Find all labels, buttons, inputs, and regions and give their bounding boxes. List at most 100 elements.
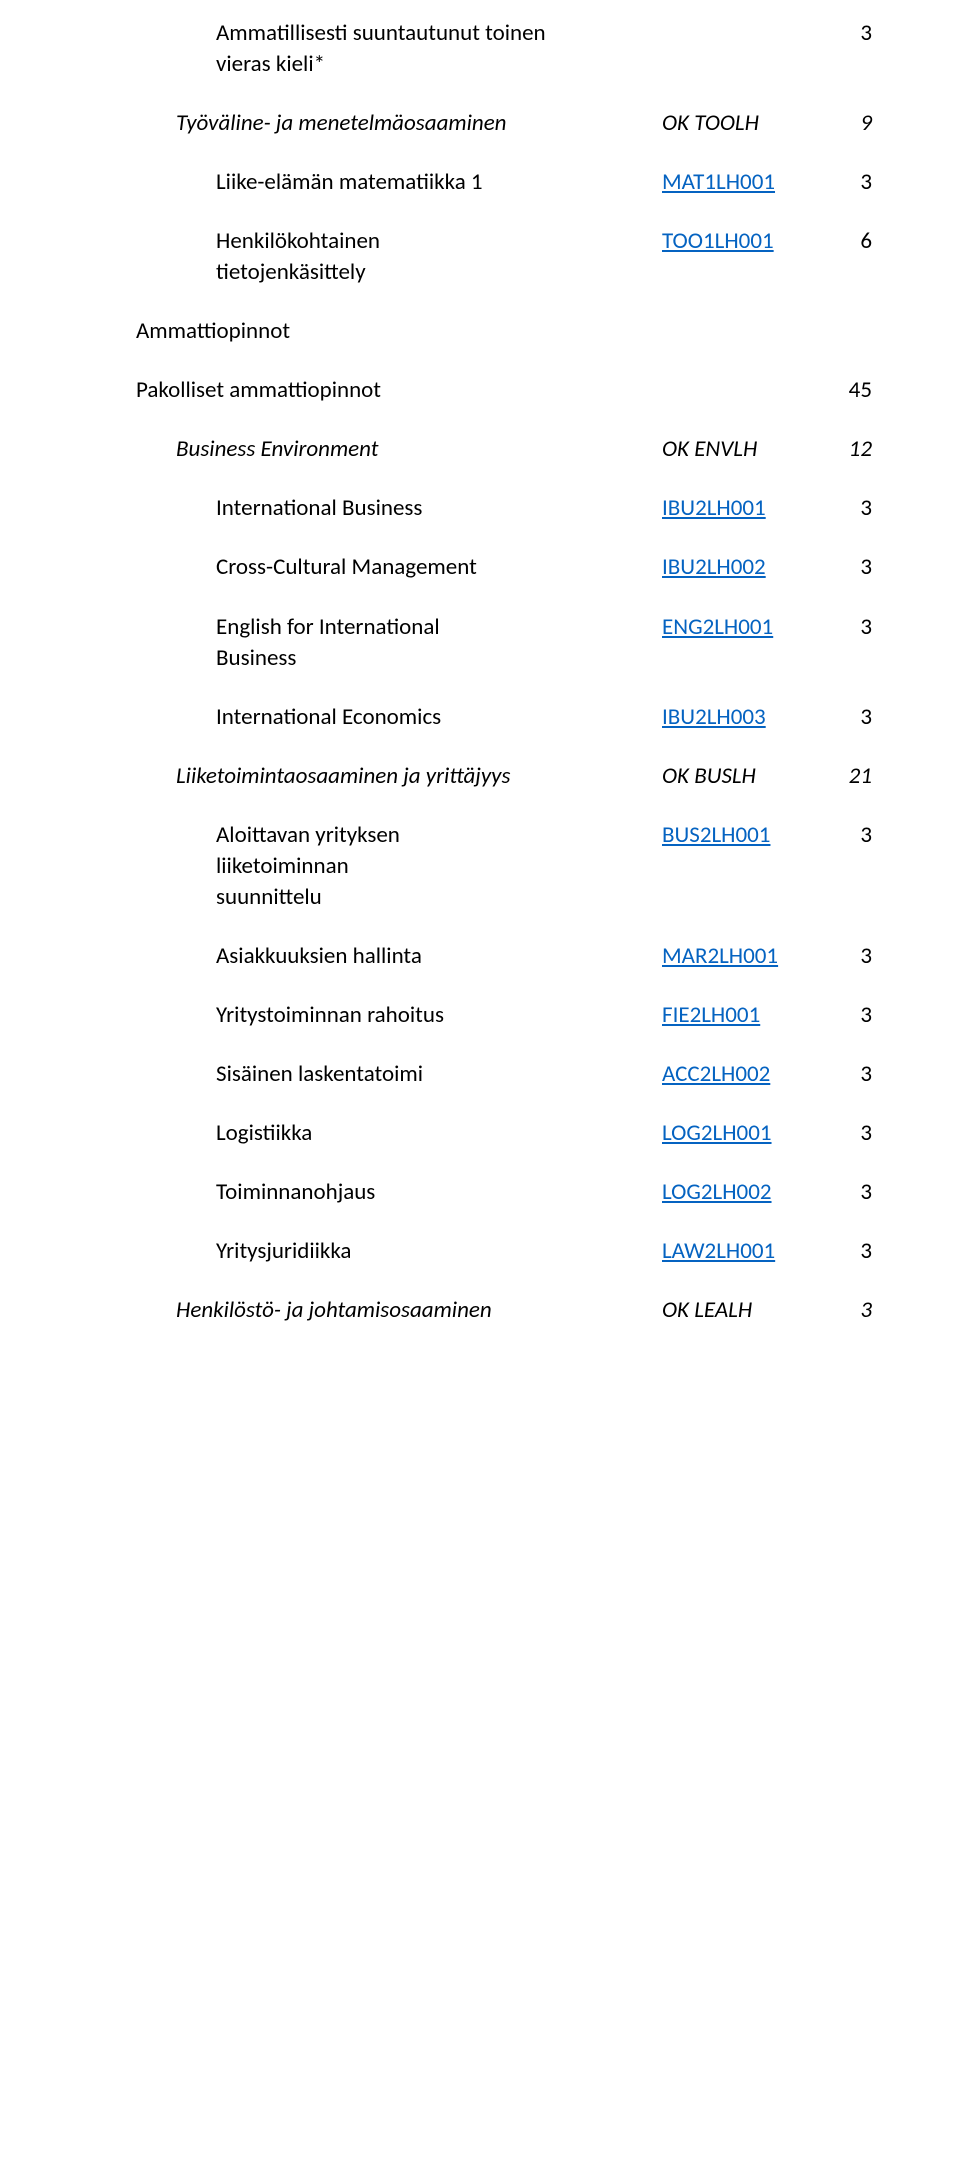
course-name-cell: Asiakkuuksien hallinta <box>136 941 662 972</box>
course-name-cell: Yritystoiminnan rahoitus <box>136 1000 662 1031</box>
course-credits: 12 <box>849 435 872 463</box>
course-credits-cell: 9 <box>812 108 872 139</box>
course-credits: 3 <box>860 1001 872 1029</box>
course-credits-cell: 3 <box>812 552 872 583</box>
course-code-link[interactable]: FIE2LH001 <box>662 1001 760 1029</box>
course-row: Henkilökohtainen tietojenkäsittelyTOO1LH… <box>136 226 872 288</box>
course-code-cell: IBU2LH001 <box>662 493 812 524</box>
row-gap <box>136 198 872 226</box>
course-code-link[interactable]: LAW2LH001 <box>662 1237 775 1265</box>
course-name: Cross-Cultural Management <box>216 553 477 581</box>
course-row: Liike-elämän matematiikka 1MAT1LH0013 <box>136 167 872 198</box>
course-name: Toiminnanohjaus <box>216 1178 375 1206</box>
course-credits: 6 <box>860 227 872 255</box>
course-row: English for International Business ENG2LH… <box>136 612 872 674</box>
row-gap <box>136 674 872 702</box>
row-gap <box>136 406 872 434</box>
course-name: Business Environment <box>176 435 378 463</box>
course-credits: 3 <box>860 1296 872 1324</box>
course-code-cell: LOG2LH002 <box>662 1177 812 1208</box>
course-credits-cell: 3 <box>812 1000 872 1031</box>
course-name: Sisäinen laskentatoimi <box>216 1060 423 1088</box>
course-code-link[interactable]: IBU2LH001 <box>662 494 766 522</box>
course-name: Yritystoiminnan rahoitus <box>216 1001 444 1029</box>
course-name: Asiakkuuksien hallinta <box>216 942 422 970</box>
course-name: Aloittavan yrityksen liiketoiminnan suun… <box>216 821 400 911</box>
course-credits-cell: 3 <box>812 612 872 643</box>
course-credits: 3 <box>860 821 872 849</box>
course-code-cell: LAW2LH001 <box>662 1236 812 1267</box>
row-gap <box>136 139 872 167</box>
course-name: Logistiikka <box>216 1119 312 1147</box>
course-row: Business EnvironmentOK ENVLH12 <box>136 434 872 465</box>
course-credits: 45 <box>849 376 872 404</box>
course-code-link[interactable]: IBU2LH003 <box>662 703 766 731</box>
course-name: International Business <box>216 494 422 522</box>
course-code-cell: ACC2LH002 <box>662 1059 812 1090</box>
course-name-cell: English for International Business <box>136 612 662 674</box>
course-row: Yritystoiminnan rahoitus FIE2LH001 3 <box>136 1000 872 1031</box>
course-credits: 3 <box>860 19 872 47</box>
course-credits: 3 <box>860 703 872 731</box>
course-code-link[interactable]: BUS2LH001 <box>662 821 770 849</box>
course-code-cell: OK LEALH <box>662 1295 812 1326</box>
course-code-link[interactable]: LOG2LH002 <box>662 1178 772 1206</box>
course-code-cell: BUS2LH001 <box>662 820 812 851</box>
course-code: OK BUSLH <box>662 762 756 790</box>
course-name: Henkilöstö- ja johtamisosaaminen <box>176 1296 492 1324</box>
course-code-cell: MAT1LH001 <box>662 167 812 198</box>
course-row: ToiminnanohjausLOG2LH0023 <box>136 1177 872 1208</box>
course-code-cell: FIE2LH001 <box>662 1000 812 1031</box>
course-credits-cell: 3 <box>812 18 872 49</box>
course-name: Yritysjuridiikka <box>216 1237 351 1265</box>
course-credits-cell: 6 <box>812 226 872 257</box>
course-row: Henkilöstö- ja johtamisosaaminen OK LEALH… <box>136 1295 872 1326</box>
row-gap <box>136 1267 872 1295</box>
course-credits: 3 <box>860 942 872 970</box>
document-page: Ammatillisesti suuntautunut toinen viera… <box>0 0 960 1358</box>
course-name: Liike-elämän matematiikka 1 <box>216 168 483 196</box>
course-name: Ammattiopinnot <box>136 317 290 345</box>
course-name-cell: Business Environment <box>136 434 662 465</box>
course-code-link[interactable]: IBU2LH002 <box>662 553 766 581</box>
course-name-cell: Liike-elämän matematiikka 1 <box>136 167 662 198</box>
course-credits: 3 <box>860 1119 872 1147</box>
course-name-cell: Ammattiopinnot <box>136 316 662 347</box>
course-name-cell: Yritysjuridiikka <box>136 1236 662 1267</box>
course-code-cell: IBU2LH003 <box>662 702 812 733</box>
course-code-link[interactable]: MAR2LH001 <box>662 942 778 970</box>
course-code-link[interactable]: TOO1LH001 <box>662 227 774 255</box>
row-gap <box>136 288 872 316</box>
row-gap <box>136 347 872 375</box>
course-credits: 3 <box>860 494 872 522</box>
course-row: Ammatillisesti suuntautunut toinen viera… <box>136 18 872 80</box>
row-gap <box>136 972 872 1000</box>
course-name-cell: International Economics <box>136 702 662 733</box>
course-credits: 9 <box>860 109 872 137</box>
course-credits-cell: 3 <box>812 1059 872 1090</box>
course-code-link[interactable]: LOG2LH001 <box>662 1119 772 1147</box>
course-credits-cell: 3 <box>812 702 872 733</box>
row-gap <box>136 465 872 493</box>
course-name-cell: Logistiikka <box>136 1118 662 1149</box>
course-row: Työväline- ja menetelmäosaaminenOK TOOLH… <box>136 108 872 139</box>
course-credits-cell: 3 <box>812 493 872 524</box>
row-gap <box>136 1090 872 1118</box>
course-name: English for International Business <box>216 613 440 672</box>
course-name-cell: Sisäinen laskentatoimi <box>136 1059 662 1090</box>
course-credits: 21 <box>849 762 872 790</box>
course-code: OK LEALH <box>662 1296 752 1324</box>
course-name-cell: Pakolliset ammattiopinnot <box>136 375 662 406</box>
row-gap <box>136 1031 872 1059</box>
course-row: Yritysjuridiikka LAW2LH001 3 <box>136 1236 872 1267</box>
course-credits-cell: 3 <box>812 1295 872 1326</box>
course-code-link[interactable]: ACC2LH002 <box>662 1060 770 1088</box>
course-row: Pakolliset ammattiopinnot 45 <box>136 375 872 406</box>
course-name-cell: International Business <box>136 493 662 524</box>
course-code-cell: LOG2LH001 <box>662 1118 812 1149</box>
course-code-link[interactable]: MAT1LH001 <box>662 168 775 196</box>
course-code-link[interactable]: ENG2LH001 <box>662 613 773 641</box>
course-credits: 3 <box>860 1237 872 1265</box>
course-name-cell: Työväline- ja menetelmäosaaminen <box>136 108 662 139</box>
course-code: OK TOOLH <box>662 109 759 137</box>
